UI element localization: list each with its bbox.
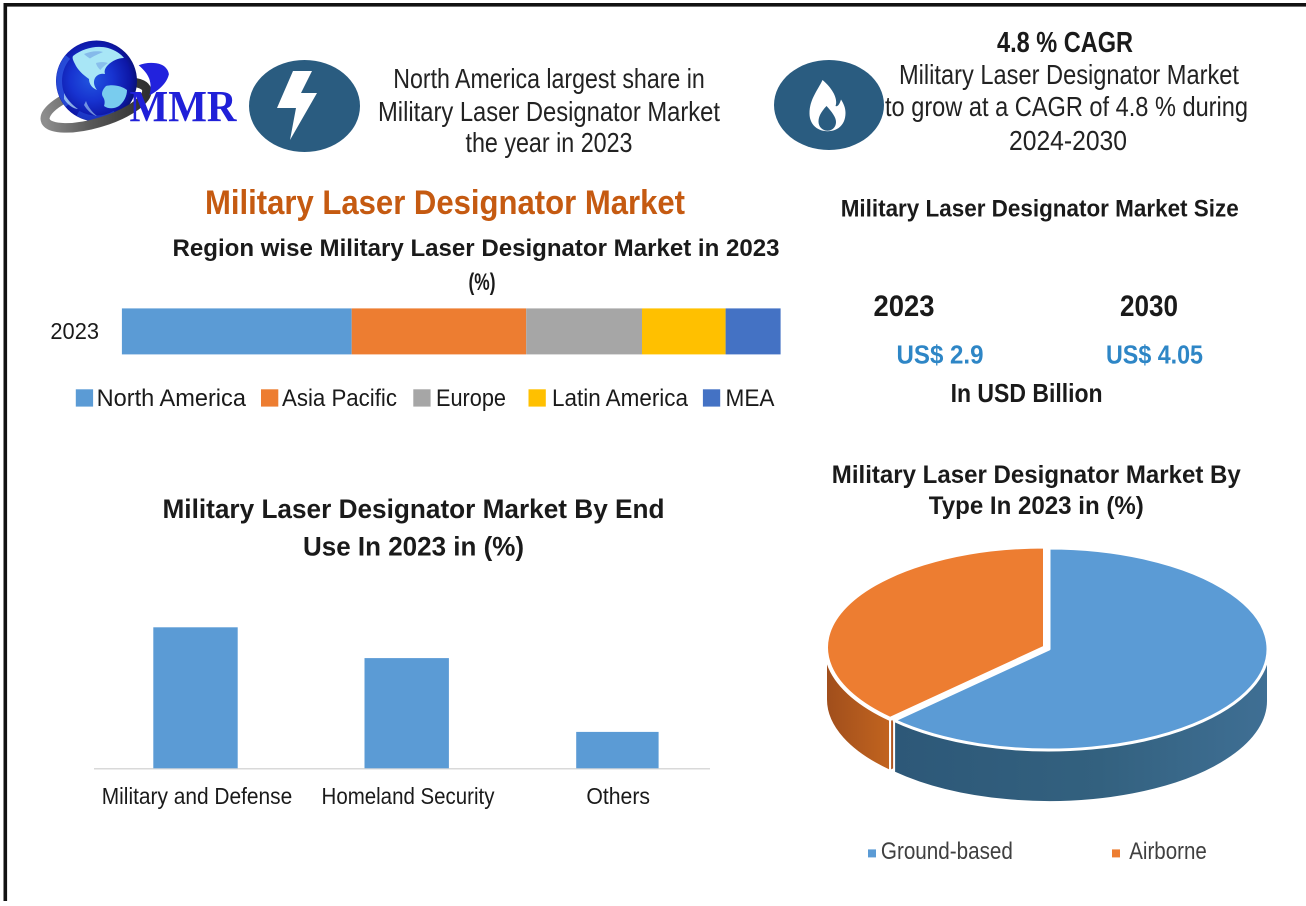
svg-text:Military and Defense: Military and Defense <box>102 783 293 809</box>
svg-text:the year in 2023: the year in 2023 <box>466 127 633 158</box>
svg-text:2023: 2023 <box>50 318 99 344</box>
svg-text:Asia Pacific: Asia Pacific <box>282 385 397 412</box>
svg-text:Military Laser Designator Mark: Military Laser Designator Market By End <box>163 494 665 524</box>
svg-text:Use In 2023 in (%): Use In 2023 in (%) <box>303 532 524 562</box>
svg-text:2024-2030: 2024-2030 <box>1009 125 1127 156</box>
svg-text:Military Laser Designator Mark: Military Laser Designator Market Size <box>841 196 1239 223</box>
svg-text:Military Laser Designator Mark: Military Laser Designator Market By <box>832 461 1241 489</box>
svg-text:Region wise Military Laser Des: Region wise Military Laser Designator Ma… <box>173 235 780 262</box>
svg-text:US$ 4.05: US$ 4.05 <box>1106 340 1203 370</box>
svg-text:Latin America: Latin America <box>552 385 689 412</box>
svg-text:(%): (%) <box>469 269 496 296</box>
svg-text:Military Laser Designator Mark: Military Laser Designator Market <box>205 184 685 222</box>
svg-text:MMR: MMR <box>130 82 238 131</box>
svg-text:MEA: MEA <box>726 385 775 412</box>
svg-text:North America largest share in: North America largest share in <box>393 63 705 94</box>
svg-text:US$ 2.9: US$ 2.9 <box>897 340 984 370</box>
svg-text:North America: North America <box>97 385 247 412</box>
svg-text:In USD Billion: In USD Billion <box>951 378 1103 408</box>
svg-text:to grow at a CAGR of 4.8 % dur: to grow at a CAGR of 4.8 % during <box>885 91 1248 122</box>
svg-text:2023: 2023 <box>874 290 935 323</box>
svg-text:4.8 % CAGR: 4.8 % CAGR <box>997 27 1133 59</box>
svg-text:Type In 2023 in (%): Type In 2023 in (%) <box>929 492 1144 520</box>
svg-text:2030: 2030 <box>1120 290 1178 323</box>
svg-text:Military Laser Designator Mark: Military Laser Designator Market <box>899 59 1239 90</box>
svg-text:Europe: Europe <box>436 385 506 412</box>
svg-text:Others: Others <box>586 783 650 809</box>
svg-text:Homeland Security: Homeland Security <box>322 783 495 809</box>
svg-text:Ground-based: Ground-based <box>881 838 1013 865</box>
svg-text:Airborne: Airborne <box>1129 838 1207 865</box>
svg-text:Military Laser Designator Mark: Military Laser Designator Market <box>378 96 720 127</box>
